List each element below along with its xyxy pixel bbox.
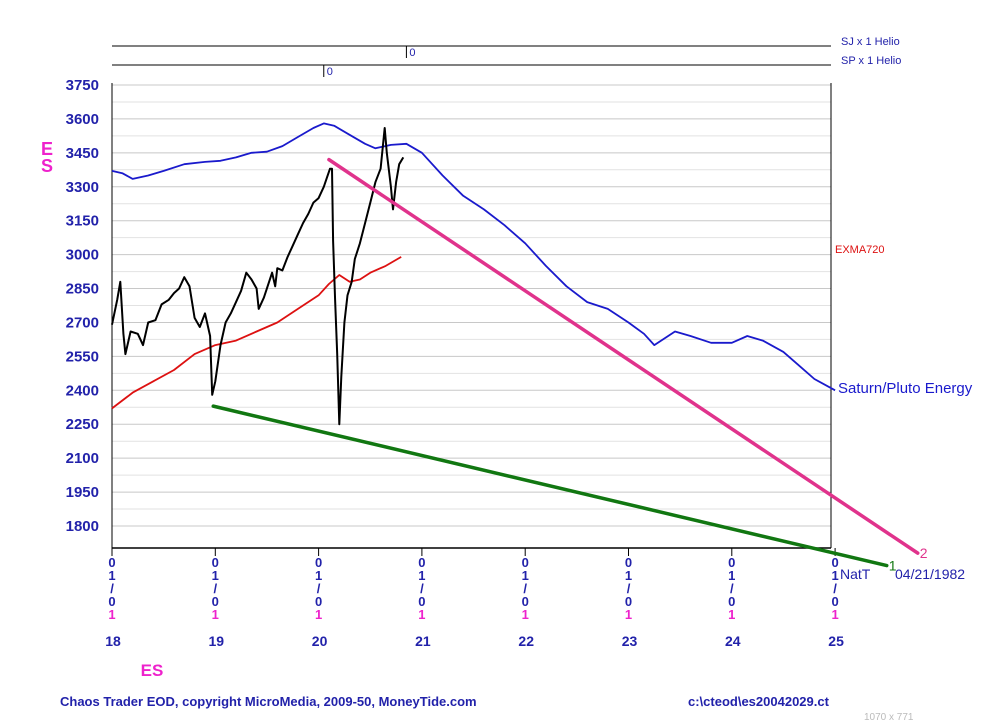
y-tick-label-3600: 3600 [66,111,99,128]
x-tick-date-char: / [213,581,217,596]
helio-marker-label-2: 0 [327,66,333,78]
y-axis-title-char: S [41,156,53,176]
y-tick-label-2100: 2100 [66,450,99,467]
y-tick-label-2250: 2250 [66,416,99,433]
x-tick-date-char: 1 [625,568,632,583]
x-tick-date-char: 0 [418,555,425,570]
x-tick-date-char: 0 [625,594,632,609]
x-tick-date-char: / [627,581,631,596]
x-tick-date-char: 1 [315,607,322,622]
x-tick-date-char: 0 [315,555,322,570]
x-tick-date-char: 1 [831,607,838,622]
x-tick-date-char: / [523,581,527,596]
y-tick-label-1950: 1950 [66,484,99,501]
x-tick-label-22: 22 [518,633,534,649]
trendline-label-1: 1 [889,558,897,574]
y-tick-label-3750: 3750 [66,77,99,94]
y-tick-label-3450: 3450 [66,145,99,162]
x-tick-label-18: 18 [105,633,121,649]
x-tick-label-19: 19 [209,633,225,649]
x-axis-title: ES [141,661,164,680]
x-tick-label-24: 24 [725,633,741,649]
x-tick-label-23: 23 [622,633,638,649]
trendline-label-2: 2 [920,545,928,561]
x-tick-date-char: 0 [418,594,425,609]
saturn-pluto-label: Saturn/Pluto Energy [838,380,973,397]
x-tick-date-char: 1 [315,568,322,583]
y-tick-label-2400: 2400 [66,382,99,399]
x-tick-date-char: 1 [108,607,115,622]
x-tick-date-char: 1 [212,607,219,622]
y-axis-title-char: E [41,139,53,159]
trendlines: 12 [211,157,928,574]
y-tick-label-2700: 2700 [66,314,99,331]
x-tick-date-char: 0 [728,594,735,609]
x-tick-date-char: 1 [831,568,838,583]
x-tick-date-char: 0 [212,594,219,609]
series-saturn-pluto-energy [111,122,836,392]
x-tick-date-char: 1 [108,568,115,583]
x-tick-date-char: 0 [728,555,735,570]
series [111,122,836,426]
helio-label-2: SP x 1 Helio [841,55,901,67]
x-tick-date-char: 0 [625,555,632,570]
helio-marker-label-1: 0 [409,47,415,59]
x-tick-date-char: 0 [522,555,529,570]
helio-label-1: SJ x 1 Helio [841,36,900,48]
exma720-label: EXMA720 [835,244,885,256]
x-tick-date-char: / [110,581,114,596]
trendline-1 [211,404,889,568]
series-exma720 [111,256,402,410]
y-tick-label-2550: 2550 [66,348,99,365]
x-tick-label-21: 21 [415,633,431,649]
axes: 3750360034503300315030002850270025502400… [41,77,844,680]
y-tick-label-3300: 3300 [66,179,99,196]
y-tick-label-3000: 3000 [66,247,99,264]
trendline-2 [327,157,920,555]
x-tick-date-char: 1 [212,568,219,583]
x-tick-date-char: 1 [728,568,735,583]
x-tick-date-char: 0 [831,594,838,609]
x-tick-date-char: 1 [625,607,632,622]
x-tick-date-char: 0 [315,594,322,609]
y-tick-label-1800: 1800 [66,518,99,535]
x-tick-date-char: 0 [831,555,838,570]
x-tick-date-char: / [730,581,734,596]
x-tick-date-char: 0 [108,555,115,570]
footer-copyright: Chaos Trader EOD, copyright MicroMedia, … [60,694,477,709]
image-dimensions-text: 1070 x 771 [864,712,914,723]
x-tick-date-char: / [833,581,837,596]
x-tick-date-char: 1 [418,568,425,583]
x-tick-date-char: 0 [212,555,219,570]
labels: Saturn/Pluto Energy EXMA720 NatT 04/21/1982 [835,244,973,582]
header-lines: SJ x 1 Helio 0 SP x 1 Helio 0 [112,36,901,78]
series-es [111,127,405,426]
x-tick-date-char: / [420,581,424,596]
grid [112,84,831,527]
x-tick-date-char: 1 [522,568,529,583]
natt-date: 04/21/1982 [895,566,965,582]
y-tick-label-3150: 3150 [66,213,99,230]
x-tick-date-char: / [317,581,321,596]
x-tick-date-char: 1 [522,607,529,622]
x-tick-date-char: 1 [418,607,425,622]
x-tick-date-char: 0 [108,594,115,609]
x-tick-date-char: 1 [728,607,735,622]
x-tick-label-20: 20 [312,633,328,649]
x-tick-label-25: 25 [828,633,844,649]
x-tick-date-char: 0 [522,594,529,609]
footer-file-path: c:\cteod\es20042029.ct [688,694,829,709]
natt-label: NatT [840,566,871,582]
y-tick-label-2850: 2850 [66,281,99,298]
